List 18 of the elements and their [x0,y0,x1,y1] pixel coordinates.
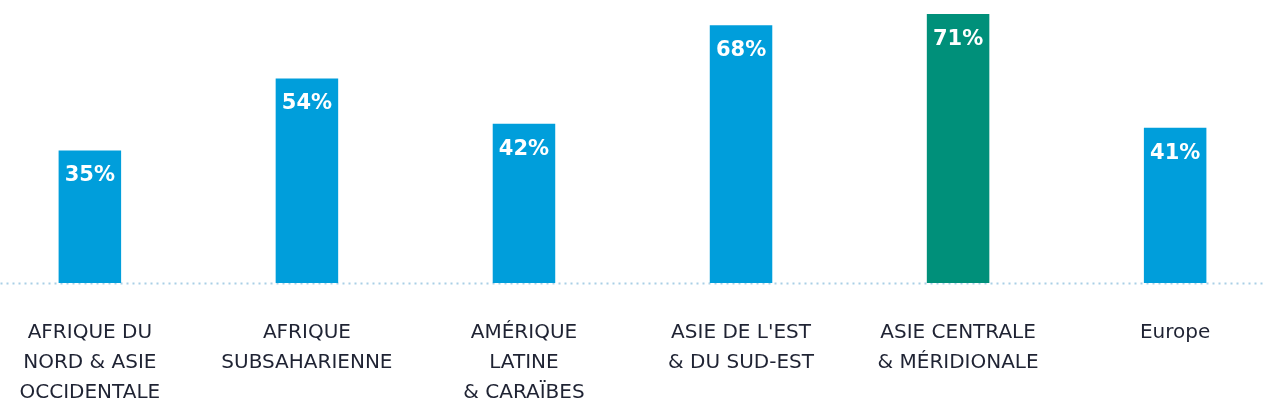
bar [1143,127,1207,283]
data-label: 42% [498,135,550,160]
data-label: 35% [64,162,115,187]
x-tick-label: AMÉRIQUE LATINE & CARAÏBES [463,318,585,403]
data-label: 41% [1150,139,1201,164]
bar [492,123,556,283]
data-label: 68% [715,37,767,62]
bar [709,25,773,283]
x-tick-label: AFRIQUE DU NORD & ASIE OCCIDENTALE [19,318,161,403]
bar [275,78,339,283]
x-tick-label: ASIE CENTRALE & MÉRIDIONALE [877,318,1039,373]
data-label: 71% [932,26,984,50]
bar [58,150,122,283]
x-tick-label: AFRIQUE SUBSAHARIENNE [221,318,393,373]
x-tick-label: Europe [1139,318,1211,343]
bar [926,14,990,283]
x-tick-label: ASIE DE L'EST & DU SUD-EST [668,318,815,373]
data-label: 54% [281,90,333,115]
